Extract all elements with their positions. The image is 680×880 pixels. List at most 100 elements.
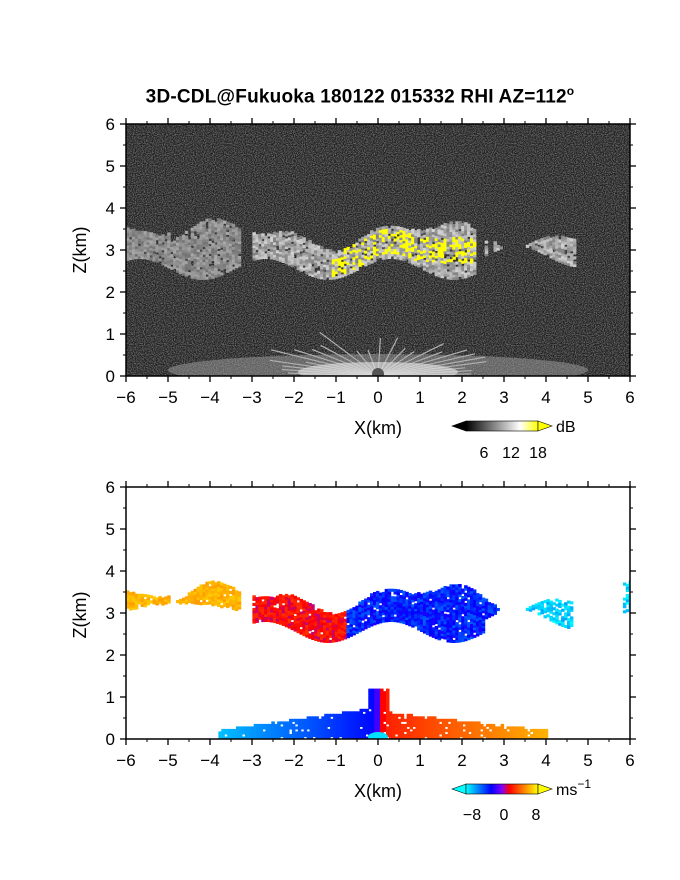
velocity-cell: [355, 628, 359, 632]
velocity-cell: [228, 598, 233, 602]
reflectivity-cell: [470, 252, 474, 256]
reflectivity-cell: [323, 254, 327, 258]
velocity-cell: [428, 603, 433, 607]
reflectivity-cell: [417, 244, 421, 248]
velocity-cell: [386, 698, 390, 702]
velocity-cell: [350, 721, 355, 725]
reflectivity-cell: [464, 275, 468, 279]
reflectivity-cell: [399, 242, 403, 246]
reflectivity-cell: [443, 223, 447, 227]
velocity-cell: [128, 607, 133, 611]
velocity-cell: [374, 691, 378, 695]
reflectivity-cell: [543, 239, 547, 243]
velocity-cell: [303, 723, 308, 727]
reflectivity-cell: [446, 228, 450, 232]
reflectivity-cell: [464, 257, 468, 261]
velocity-cell: [458, 584, 462, 588]
velocity-cell: [231, 607, 236, 611]
velocity-cell: [217, 603, 221, 607]
reflectivity-cell: [178, 271, 183, 275]
reflectivity-cell: [220, 259, 224, 263]
velocity-cell: [458, 636, 462, 640]
reflectivity-cell: [137, 235, 142, 239]
velocity-cell: [512, 734, 516, 738]
velocity-cell: [443, 601, 447, 605]
reflectivity-cell: [173, 245, 177, 249]
velocity-cell: [446, 636, 450, 640]
velocity-cell: [126, 603, 130, 607]
reflectivity-cell: [543, 249, 547, 253]
reflectivity-cell: [228, 230, 233, 234]
velocity-cell: [440, 633, 445, 637]
velocity-cell: [297, 723, 302, 727]
velocity-cell: [430, 736, 434, 739]
velocity-cell: [297, 721, 302, 725]
reflectivity-cell: [470, 240, 474, 244]
velocity-colorbar-unit-base: ms: [556, 782, 577, 799]
velocity-cell: [478, 611, 483, 615]
velocity-cell: [467, 594, 471, 598]
velocity-cell: [299, 631, 303, 635]
reflectivity-cell: [208, 245, 212, 249]
velocity-cell: [340, 632, 345, 636]
reflectivity-cell: [393, 230, 397, 234]
reflectivity-cell: [493, 243, 497, 247]
reflectivity-cell: [226, 242, 230, 246]
velocity-cell: [402, 603, 406, 607]
velocity-cell: [373, 602, 377, 606]
velocity-cell: [284, 621, 289, 625]
reflectivity-cell: [364, 243, 368, 247]
reflectivity-cell: [252, 247, 256, 251]
velocity-cell: [367, 622, 371, 626]
reflectivity-cell: [223, 243, 227, 247]
reflectivity-cell: [552, 246, 556, 250]
velocity-cell: [367, 607, 371, 611]
reflectivity-cell: [331, 251, 336, 255]
velocity-x-axis-title: X(km): [354, 781, 402, 801]
velocity-cell: [373, 594, 377, 598]
reflectivity-cell: [328, 269, 333, 273]
velocity-cell: [420, 621, 424, 625]
velocity-cell: [467, 609, 471, 613]
velocity-cell: [373, 609, 377, 613]
velocity-cell: [217, 601, 221, 605]
reflectivity-cell: [549, 255, 553, 259]
velocity-cell: [391, 713, 396, 717]
velocity-cell: [394, 713, 399, 717]
velocity-cell: [478, 626, 483, 630]
reflectivity-cell: [470, 227, 474, 231]
reflectivity-cell: [287, 262, 292, 266]
reflectivity-cell: [420, 245, 424, 249]
reflectivity-cell: [384, 233, 389, 237]
velocity-cell: [399, 600, 403, 604]
velocity-cell: [497, 726, 502, 730]
velocity-cell: [267, 616, 271, 620]
reflectivity-cell: [458, 226, 462, 230]
velocity-cell: [394, 718, 399, 722]
reflectivity-cell: [293, 247, 298, 251]
velocity-cell: [368, 716, 372, 720]
reflectivity-cell: [217, 225, 221, 229]
velocity-cell: [384, 616, 389, 620]
velocity-cell: [208, 581, 212, 585]
reflectivity-cell: [323, 274, 327, 278]
reflectivity-cell: [334, 265, 339, 269]
velocity-cell: [286, 723, 290, 727]
velocity-cell: [481, 625, 486, 629]
velocity-cell: [561, 623, 565, 627]
velocity-cell: [290, 622, 295, 626]
reflectivity-cell: [143, 256, 148, 260]
velocity-cell: [394, 721, 399, 725]
reflectivity-cell: [440, 232, 445, 236]
reflectivity-cell: [231, 261, 236, 265]
reflectivity-cell: [134, 253, 139, 257]
velocity-cell: [214, 582, 218, 586]
velocity-cell: [428, 623, 433, 627]
velocity-cell: [338, 713, 343, 717]
velocity-cell: [552, 619, 556, 623]
reflectivity-cell: [440, 272, 445, 276]
velocity-cell: [227, 728, 231, 732]
velocity-cell: [330, 726, 334, 730]
x-tick-label: 5: [583, 751, 592, 770]
velocity-cell: [458, 626, 462, 630]
